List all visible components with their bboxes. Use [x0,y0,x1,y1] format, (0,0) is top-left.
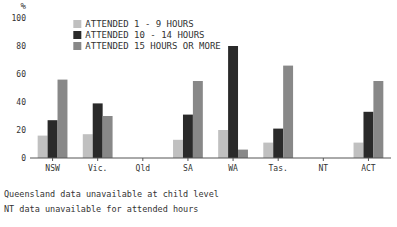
x-tick [368,158,369,161]
chart: 0 20 40 60 80 100% NSW Vic. Qld SA WA Tas. NT ACT ATTE… [0,0,397,227]
bar [58,80,68,158]
x-tick-label: Tas. [269,164,288,173]
bar [173,140,183,158]
bar [228,46,238,158]
x-tick-label: Qld [136,164,151,173]
bar [373,81,383,158]
footnote: NT data unavailable for attended hours [4,204,198,214]
y-axis-label: % [21,1,27,11]
x-tick [52,158,53,161]
legend-label: ATTENDED 1 - 9 HOURS [85,19,193,29]
x-tick [142,158,143,161]
y-tick-label: 100 [12,14,27,23]
bar [103,116,113,158]
x-tick [97,158,98,161]
bar [183,115,193,158]
bar [363,112,373,158]
bars [38,46,384,158]
legend-swatch [73,42,81,50]
bar [83,134,93,158]
x-tick-label: SA [183,164,193,173]
x-tick [323,158,324,161]
bar [93,103,103,158]
y-tick-label: 40 [16,98,26,107]
y-tick-label: 60 [16,70,26,79]
bar [354,143,364,158]
bar [48,120,58,158]
bar [263,143,273,158]
legend-label: ATTENDED 10 - 14 HOURS [85,30,204,40]
x-tick-label: ACT [361,164,376,173]
bar [218,130,228,158]
footnote: Queensland data unavailable at child lev… [4,189,219,199]
legend-swatch [73,31,81,39]
bar [238,150,248,158]
x-tick [187,158,188,161]
y-tick-label: 0 [21,154,26,163]
x-tick [278,158,279,161]
x-tick-label: NT [318,164,328,173]
bar [273,129,283,158]
x-tick-label: WA [228,164,238,173]
legend: ATTENDED 1 - 9 HOURSATTENDED 10 - 14 HOU… [73,19,220,51]
y-tick-label: 80 [16,42,26,51]
bar [283,66,293,158]
legend-swatch [73,20,81,28]
y-tick-label: 20 [16,126,26,135]
x-tick [233,158,234,161]
bar [193,81,203,158]
bar [38,136,48,158]
x-tick-label: NSW [45,164,60,173]
x-tick-label: Vic. [88,164,107,173]
legend-label: ATTENDED 15 HOURS OR MORE [85,41,220,51]
x-axis-line [30,158,391,159]
